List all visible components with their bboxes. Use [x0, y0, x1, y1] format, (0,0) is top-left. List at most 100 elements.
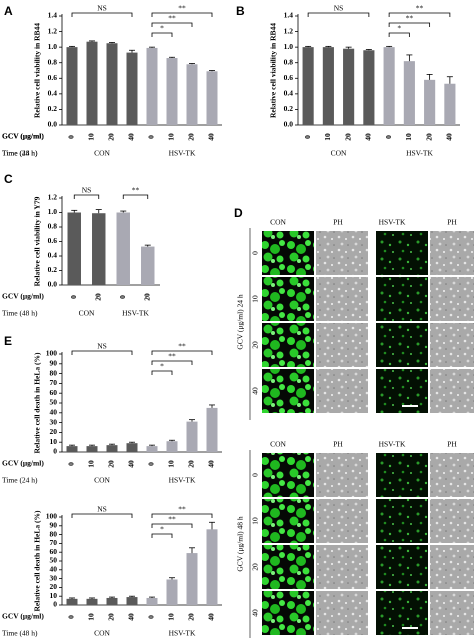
bar	[106, 597, 118, 605]
micrograph	[430, 499, 474, 543]
micrograph	[316, 369, 368, 413]
significance-label: NS	[97, 342, 107, 351]
bar	[86, 41, 98, 125]
y-tick-label: 10	[50, 591, 58, 600]
group-label: HSV-TK	[169, 476, 196, 485]
micrograph	[262, 323, 314, 367]
bar	[424, 79, 436, 125]
micrograph	[430, 231, 474, 275]
y-tick-label: 1.4	[48, 11, 58, 20]
significance-label: **	[178, 505, 186, 514]
y-axis-label: Relative cell viability in Y79	[33, 196, 42, 286]
micrograph	[376, 323, 428, 367]
micrograph	[430, 277, 474, 321]
y-tick-label: 1.0	[284, 42, 294, 51]
column-label: CON	[270, 440, 286, 449]
y-axis-label: Relative cell viability in RB44	[33, 23, 42, 118]
group-label: CON	[79, 309, 95, 318]
column-label: CON	[270, 218, 286, 227]
time-label: Time (48 h)	[2, 149, 38, 158]
x-tick-label: 0	[384, 135, 393, 139]
y-tick-label: 50	[50, 398, 58, 407]
x-tick-label: 0	[69, 295, 78, 299]
x-tick-label: 40	[207, 460, 216, 468]
y-tick-label: 0.4	[48, 251, 58, 260]
bar	[66, 598, 78, 605]
x-tick-label: 0	[147, 615, 156, 619]
group-label: HSV-TK	[122, 309, 149, 318]
x-axis-label: GCV (μg/ml)	[2, 459, 44, 468]
bar	[186, 64, 198, 125]
significance-bracket	[122, 194, 149, 199]
micrograph	[316, 591, 368, 635]
y-tick-label: 80	[50, 368, 58, 377]
bar	[146, 47, 158, 125]
x-tick-label: 10	[167, 460, 176, 468]
x-tick-label: 0	[67, 615, 76, 619]
column-label: HSV-TK	[379, 440, 406, 449]
significance-label: **	[168, 14, 176, 23]
bar	[166, 58, 178, 125]
group-label: CON	[94, 149, 110, 158]
x-axis-label: GCV (μg/ml)	[2, 132, 44, 141]
bar	[106, 445, 118, 452]
column-label: PH	[333, 218, 343, 227]
significance-bracket	[71, 12, 133, 17]
bar	[126, 443, 138, 452]
micrograph	[316, 277, 368, 321]
micrograph	[262, 499, 314, 543]
group-label: CON	[94, 476, 110, 485]
x-tick-label: 0	[147, 462, 156, 466]
time-label: Time (48 h)	[2, 309, 38, 318]
y-tick-label: 1.0	[48, 42, 58, 51]
x-tick-label: 10	[87, 613, 96, 621]
y-tick-label: 0.0	[48, 280, 58, 289]
y-tick-label: 70	[50, 538, 58, 547]
row-label: 40	[251, 387, 260, 395]
significance-label: *	[160, 362, 164, 371]
significance-label: **	[168, 352, 176, 361]
x-tick-label: 20	[93, 293, 102, 301]
bar	[126, 52, 138, 125]
significance-label: **	[178, 4, 186, 13]
micrograph	[316, 499, 368, 543]
x-tick-label: 20	[107, 133, 116, 141]
y-tick-label: 30	[50, 573, 58, 582]
bar	[206, 71, 218, 125]
y-tick-label: 0.6	[284, 73, 294, 82]
x-tick-label: 20	[187, 133, 196, 141]
time-label: Time (24 h)	[2, 476, 38, 485]
significance-label: **	[168, 515, 176, 524]
bar	[363, 50, 375, 125]
column-label: PH	[447, 218, 457, 227]
time-label: Time (24 h)	[2, 149, 38, 158]
y-tick-label: 60	[50, 388, 58, 397]
bar	[343, 48, 355, 126]
panel-letter: B	[236, 4, 245, 18]
significance-bracket	[388, 22, 431, 27]
y-tick-label: 40	[50, 408, 58, 417]
y-tick-label: 0.8	[284, 57, 294, 66]
bar	[444, 83, 456, 125]
group-label: HSV-TK	[169, 629, 196, 638]
row-axis-label: GCV (μg/ml) 48 h	[236, 516, 245, 572]
row-label: 0	[251, 473, 260, 477]
significance-bracket	[73, 194, 100, 199]
significance-bracket	[388, 12, 451, 17]
bar	[206, 529, 218, 605]
micrograph	[430, 453, 474, 497]
bar	[146, 597, 158, 605]
y-tick-label: 40	[50, 565, 58, 574]
significance-bracket	[307, 12, 370, 17]
micrograph	[262, 231, 314, 275]
bar	[86, 598, 98, 605]
micrograph	[430, 545, 474, 589]
significance-label: NS	[97, 505, 107, 514]
x-tick-label: 40	[127, 133, 136, 141]
x-tick-label: 0	[147, 135, 156, 139]
bar	[106, 43, 118, 125]
significance-label: *	[160, 24, 164, 33]
y-tick-label: 100	[46, 512, 58, 521]
